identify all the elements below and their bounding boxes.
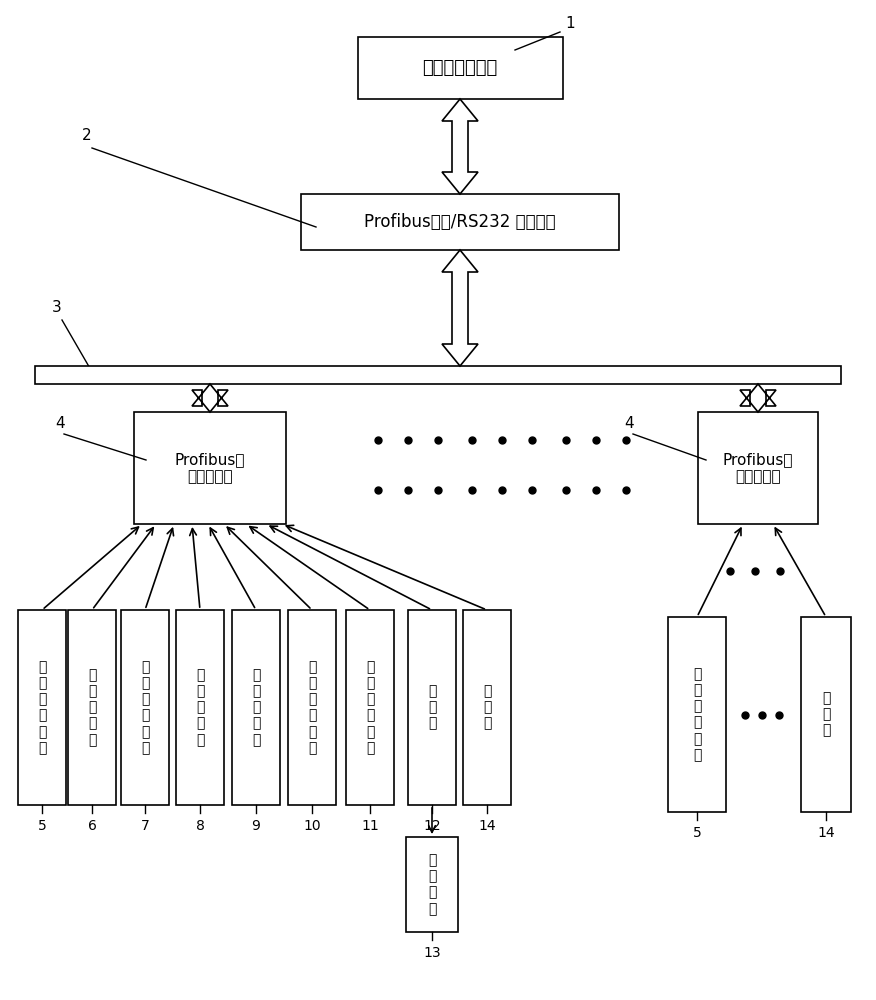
Text: 温
度
传
感
器
三: 温 度 传 感 器 三 [307, 660, 316, 755]
Bar [346, 610, 394, 805]
Bar [801, 617, 851, 812]
Bar [408, 610, 456, 805]
Text: 5: 5 [38, 819, 46, 833]
Polygon shape [192, 384, 228, 412]
Text: 温
度
传
感
器
一: 温 度 传 感 器 一 [38, 660, 46, 755]
Text: 液
位
传
感
器: 液 位 传 感 器 [251, 668, 260, 747]
Bar [68, 610, 116, 805]
Text: 电
磁
阀: 电 磁 阀 [822, 691, 830, 738]
Text: 14: 14 [478, 819, 496, 833]
Text: 监控中心上位机: 监控中心上位机 [422, 59, 498, 77]
Text: 电
导
率
传
感
器: 电 导 率 传 感 器 [366, 660, 374, 755]
Polygon shape [740, 384, 776, 412]
Text: Profibus总
线控制终端: Profibus总 线控制终端 [723, 452, 794, 484]
Bar [406, 837, 458, 932]
Bar [134, 412, 286, 524]
Text: 温
度
传
感
器
一: 温 度 传 感 器 一 [693, 667, 701, 762]
Text: 2: 2 [82, 128, 92, 143]
Text: 14: 14 [817, 826, 835, 840]
Bar [232, 610, 280, 805]
Text: 12: 12 [423, 819, 441, 833]
Text: 冷
却
水
泵: 冷 却 水 泵 [427, 853, 436, 916]
Text: 11: 11 [361, 819, 379, 833]
Text: 7: 7 [141, 819, 150, 833]
Bar [668, 617, 726, 812]
Text: 4: 4 [55, 416, 65, 431]
Text: 电
磁
阀: 电 磁 阀 [483, 684, 491, 731]
Text: 压
力
传
感
器: 压 力 传 感 器 [88, 668, 96, 747]
Bar [18, 610, 66, 805]
Bar [121, 610, 169, 805]
Bar [301, 194, 619, 250]
Text: 6: 6 [88, 819, 96, 833]
Text: 变
频
器: 变 频 器 [427, 684, 436, 731]
Text: 10: 10 [303, 819, 321, 833]
Text: 1: 1 [565, 16, 575, 31]
Text: 温
度
传
感
器
二: 温 度 传 感 器 二 [141, 660, 149, 755]
Bar [357, 37, 562, 99]
Bar [35, 366, 841, 384]
Text: 5: 5 [693, 826, 702, 840]
Text: 9: 9 [251, 819, 260, 833]
Bar [463, 610, 511, 805]
Bar [288, 610, 336, 805]
Text: 8: 8 [195, 819, 204, 833]
Text: 13: 13 [423, 946, 441, 960]
Text: Profibus总
线控制终端: Profibus总 线控制终端 [174, 452, 245, 484]
Polygon shape [442, 99, 478, 194]
Text: Profibus总线/RS232 转换模块: Profibus总线/RS232 转换模块 [364, 213, 555, 231]
Bar [176, 610, 224, 805]
Polygon shape [442, 250, 478, 366]
Text: 4: 4 [624, 416, 633, 431]
Text: 3: 3 [52, 300, 61, 315]
Text: 流
量
传
感
器: 流 量 传 感 器 [196, 668, 204, 747]
Bar [698, 412, 818, 524]
